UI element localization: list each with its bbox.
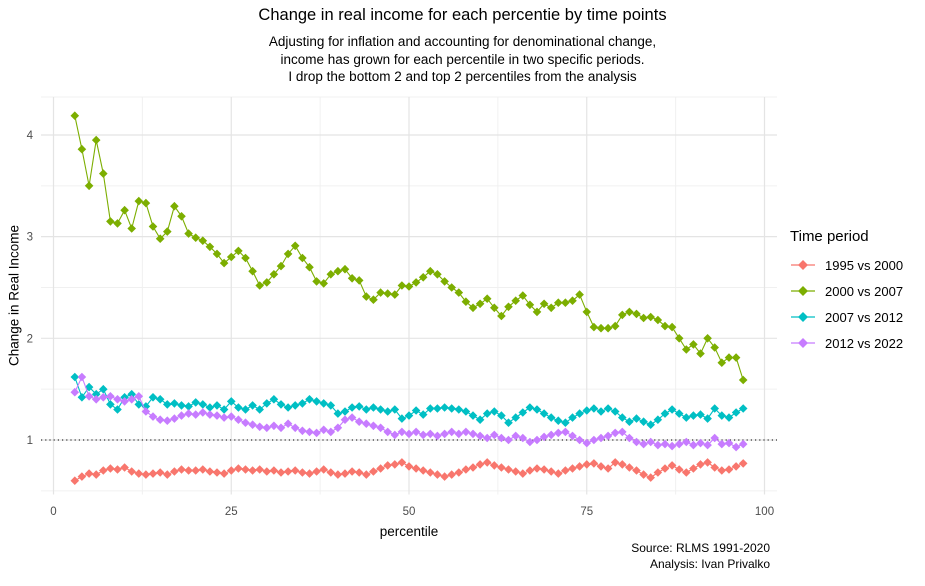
series-2000-vs-2007: [70, 111, 748, 385]
svg-text:0: 0: [50, 506, 56, 518]
y-axis-title: Change in Real Income: [6, 224, 22, 367]
series-2007-vs-2012: [70, 372, 748, 429]
svg-text:100: 100: [755, 506, 774, 518]
chart-title: Change in real income for each percentie…: [258, 6, 667, 24]
legend-key-line-diamond-icon: [791, 260, 815, 270]
legend-item-label: 2012 vs 2022: [825, 335, 904, 351]
y-axis-tick-labels: 1 2 3 4: [27, 130, 34, 447]
svg-text:4: 4: [27, 130, 34, 142]
legend-item-label: 2000 vs 2007: [825, 283, 904, 299]
x-axis-tick-labels: 0 25 50 75 100: [50, 506, 774, 518]
svg-text:25: 25: [225, 506, 238, 518]
legend-title: Time period: [790, 228, 869, 245]
svg-text:2: 2: [27, 333, 33, 345]
series-2012-vs-2022: [70, 372, 748, 452]
legend-key-line-diamond-icon: [791, 286, 815, 296]
legend-key-line-diamond-icon: [791, 338, 815, 348]
svg-text:1: 1: [27, 435, 33, 447]
series-1995-vs-2000: [70, 458, 748, 485]
x-axis-title: percentile: [379, 524, 439, 539]
legend-item-label: 2007 vs 2012: [825, 309, 904, 325]
chart-caption: Source: RLMS 1991-2020 Analysis: Ivan Pr…: [631, 541, 770, 571]
legend-item-2012-vs-2022: 2012 vs 2022: [790, 335, 925, 351]
legend-item-2000-vs-2007: 2000 vs 2007: [790, 283, 925, 299]
svg-text:75: 75: [580, 506, 593, 518]
legend-key-line-diamond-icon: [791, 312, 815, 322]
legend-item-2007-vs-2012: 2007 vs 2012: [790, 309, 925, 325]
legend-item-1995-vs-2000: 1995 vs 2000: [790, 257, 925, 273]
chart-subtitle: Adjusting for inflation and accounting f…: [268, 34, 657, 85]
svg-text:50: 50: [403, 506, 416, 518]
legend-item-label: 1995 vs 2000: [825, 257, 904, 273]
legend: Time period 1995 vs 2000 2000 vs 2007 20…: [790, 228, 925, 362]
svg-text:3: 3: [27, 232, 33, 244]
